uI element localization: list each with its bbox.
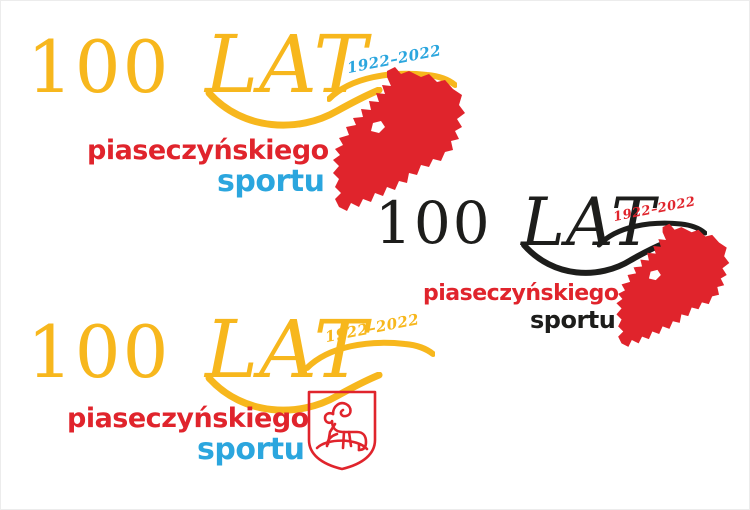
tagline-line-1: piaseczyńskiego xyxy=(423,281,619,306)
headline-number: 100 xyxy=(27,310,171,394)
map-icon xyxy=(333,67,465,211)
tagline-line-1: piaseczyńskiego xyxy=(67,403,309,434)
tagline-line-2: sportu xyxy=(530,306,616,334)
tagline-line-2: sportu xyxy=(197,432,305,467)
headline-number: 100 xyxy=(27,25,171,109)
headline-number: 100 xyxy=(375,189,492,257)
crest-ram-icon xyxy=(307,390,377,471)
map-icon xyxy=(616,223,730,347)
tagline-line-2: sportu xyxy=(217,164,325,199)
headline-word: LAT xyxy=(205,303,368,396)
tagline-line-1: piaseczyńskiego xyxy=(87,135,329,166)
